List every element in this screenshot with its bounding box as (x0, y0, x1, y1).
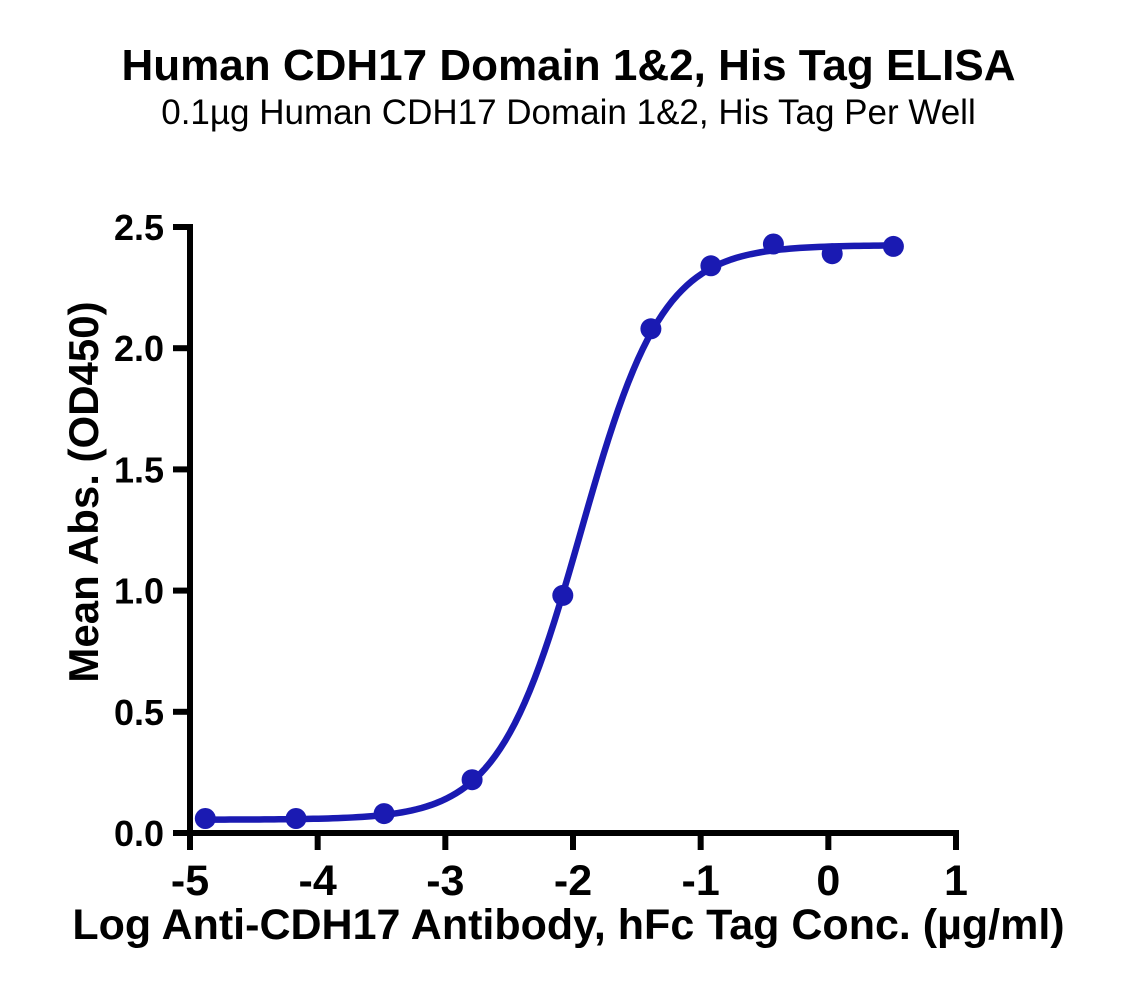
y-tick-label: 2.5 (114, 207, 164, 248)
x-axis-title: Log Anti-CDH17 Antibody, hFc Tag Conc. (… (72, 901, 1065, 949)
axes-frame (187, 224, 959, 836)
chart-subtitle: 0.1µg Human CDH17 Domain 1&2, His Tag Pe… (161, 93, 976, 132)
y-tick-label: 1.5 (114, 449, 164, 490)
y-tick-label: 0.5 (114, 692, 164, 733)
data-point (882, 235, 904, 257)
x-tick-label: -4 (299, 857, 337, 905)
x-tick-label: 0 (816, 857, 840, 905)
y-axis-title: Mean Abs. (OD450) (60, 301, 107, 683)
y-tick-label: 1.0 (114, 571, 164, 612)
y-tick-label: 2.0 (114, 328, 164, 369)
x-tick-label: 1 (944, 857, 968, 905)
data-point (821, 243, 843, 265)
x-tick-label: -2 (554, 857, 592, 905)
data-point (640, 318, 662, 340)
x-tick-label: -1 (682, 857, 720, 905)
data-point (194, 808, 216, 829)
data-point (461, 769, 483, 791)
data-point (373, 803, 395, 825)
data-point (285, 808, 307, 829)
data-point (700, 255, 722, 277)
x-tick-label: -3 (426, 857, 464, 905)
data-point (552, 584, 574, 606)
chart-title: Human CDH17 Domain 1&2, His Tag ELISA (121, 41, 1016, 90)
data-point (762, 233, 784, 255)
fit-curve-line (202, 242, 897, 823)
x-tick-label: -5 (171, 857, 209, 905)
y-tick-label: 0.0 (114, 813, 164, 854)
